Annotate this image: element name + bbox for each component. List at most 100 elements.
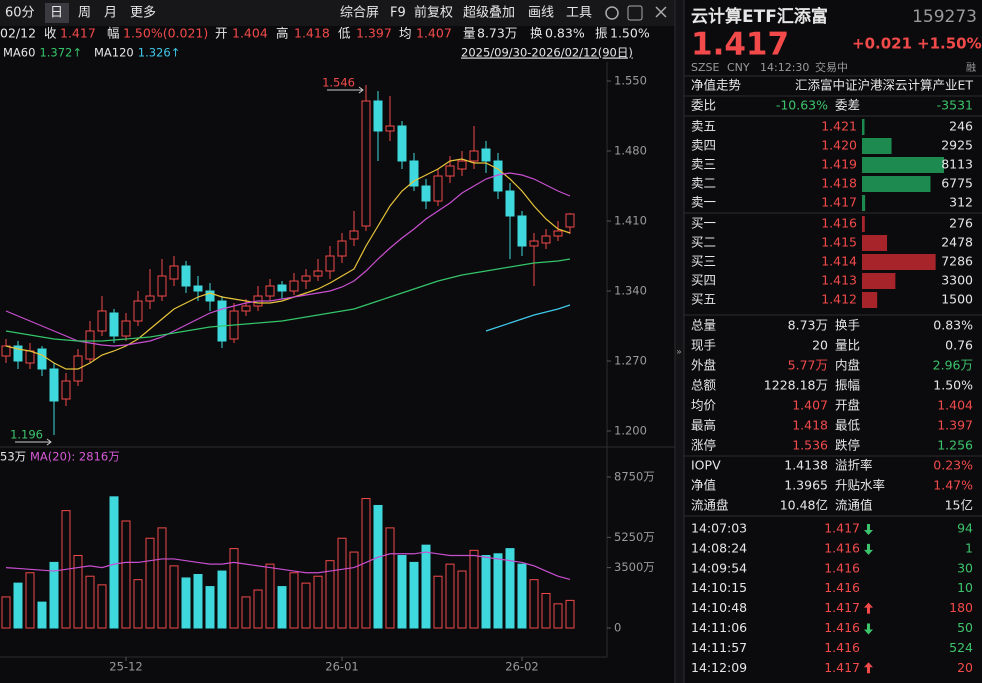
trade-time: 14:10:15 <box>691 580 747 595</box>
candle-body <box>37 348 47 370</box>
volume-bar <box>469 549 479 629</box>
info-value: 1.404 <box>232 26 268 41</box>
book-label: 买一 <box>691 216 716 231</box>
legend-value: 1.326↑ <box>138 46 181 60</box>
trade-price: 1.416 <box>824 560 860 575</box>
stat-label: 涨停 <box>691 438 716 453</box>
candle-body <box>301 275 311 282</box>
status-item: CNY <box>727 61 750 74</box>
tool-button[interactable]: 超级叠加 <box>463 6 515 21</box>
y-tick-label: 1.340 <box>614 284 647 298</box>
volume-bar <box>313 575 323 629</box>
stat-value: 5.77万 <box>788 358 828 373</box>
candle-body <box>325 255 335 272</box>
volume-bar <box>337 537 347 629</box>
book-volume-bar <box>862 216 865 232</box>
period-tab[interactable]: 周 <box>78 6 91 21</box>
tool-icons[interactable] <box>605 5 667 21</box>
collapse-bar[interactable] <box>675 0 684 683</box>
candle-body <box>373 100 383 132</box>
book-price: 1.416 <box>821 216 857 231</box>
book-volume: 1500 <box>941 292 973 307</box>
book-volume-bar <box>862 292 878 308</box>
book-volume: 8113 <box>941 157 973 172</box>
candle-body <box>385 125 395 132</box>
info-value: 1.397 <box>356 26 392 41</box>
stat-label: 振幅 <box>835 378 860 393</box>
book-price: 1.414 <box>821 254 857 269</box>
trade-time: 14:09:54 <box>691 560 747 575</box>
period-tab[interactable]: 更多 <box>130 5 156 21</box>
book-price: 1.421 <box>821 119 857 134</box>
period-tab[interactable]: 月 <box>104 6 117 21</box>
volume-bar <box>97 584 107 629</box>
candle-body <box>97 310 107 332</box>
book-label: 买五 <box>691 292 716 307</box>
volume-bar <box>373 504 383 629</box>
ratio-value: -10.63% <box>776 98 828 113</box>
ratio-label: 委差 <box>835 98 860 113</box>
volume-bar <box>265 563 275 629</box>
candle-body <box>313 270 323 277</box>
volume-bar <box>349 551 359 629</box>
period-tab[interactable]: 60分 <box>5 6 35 21</box>
collapse-icon[interactable]: » <box>676 348 682 358</box>
candle-body <box>217 300 227 342</box>
trend-arrow <box>864 662 873 674</box>
candle-body <box>481 148 491 162</box>
stat-label: 量比 <box>835 338 860 353</box>
period-tab[interactable]: 日 <box>50 6 63 21</box>
tool-button[interactable]: 综合屏 <box>340 6 379 21</box>
nav-link[interactable]: 净值走势 <box>691 78 742 93</box>
status-item: 交易中 <box>815 60 848 74</box>
annotation-label: 1.546 <box>322 76 355 90</box>
candle-body <box>169 265 179 280</box>
tool-button[interactable]: 前复权 <box>414 5 453 21</box>
candle-body <box>337 240 347 257</box>
volume-bar <box>421 544 431 629</box>
trade-price: 1.416 <box>824 580 860 595</box>
candle-body <box>565 213 575 228</box>
volume-bar <box>301 582 311 629</box>
volume-bar <box>565 599 575 629</box>
stat-value: 1.50% <box>933 378 973 393</box>
info-date: 02/12 <box>0 26 36 41</box>
info-label: 高 <box>276 26 289 41</box>
volume-legend: 53万 <box>0 450 26 464</box>
fund-label: IOPV <box>691 458 721 473</box>
trade-volume: 20 <box>957 660 973 675</box>
tool-button[interactable]: 画线 <box>528 6 554 21</box>
settings-icon[interactable] <box>605 6 619 20</box>
window-icon[interactable] <box>627 5 643 21</box>
volume-bar <box>1 596 11 629</box>
tool-button[interactable]: 工具 <box>566 6 592 21</box>
fund-label: 升贴水率 <box>835 478 885 493</box>
book-price: 1.413 <box>821 273 857 288</box>
volume-bar <box>85 575 95 629</box>
price-change: +0.021 <box>852 35 912 53</box>
y-tick-label: 0 <box>614 621 621 635</box>
stat-value: 0.83% <box>933 318 973 333</box>
close-icon[interactable] <box>655 6 667 18</box>
trade-price: 1.416 <box>824 640 860 655</box>
candle-body <box>445 165 455 177</box>
volume-bar <box>181 577 191 629</box>
volume-bar <box>13 582 23 629</box>
fund-value: 15亿 <box>945 498 973 513</box>
tool-button[interactable]: F9 <box>390 6 406 21</box>
info-value: 1.50%(0.021) <box>123 26 208 41</box>
stat-value: 8.73万 <box>788 318 828 333</box>
volume-average <box>5 551 571 580</box>
status-item: SZSE <box>691 61 720 74</box>
info-label: 均 <box>399 26 412 41</box>
info-value: 1.407 <box>416 26 452 41</box>
book-price: 1.419 <box>821 157 857 172</box>
stat-value: 2.96万 <box>933 358 973 373</box>
moving-average <box>5 258 571 342</box>
volume-bar <box>445 563 455 629</box>
trade-price: 1.416 <box>824 620 860 635</box>
stat-label: 均价 <box>691 398 717 413</box>
candle-body <box>1 345 11 357</box>
trade-volume: 524 <box>949 640 973 655</box>
